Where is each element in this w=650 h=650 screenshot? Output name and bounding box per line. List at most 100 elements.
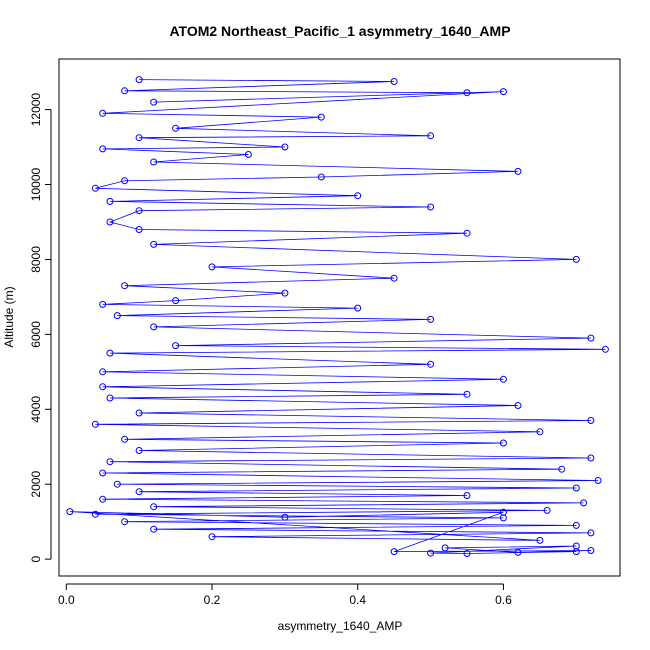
data-point: [587, 417, 595, 424]
data-point: [572, 548, 580, 556]
data-point: [99, 109, 107, 117]
data-point: [601, 345, 609, 353]
data-point: [514, 167, 522, 175]
data-point: [427, 360, 435, 368]
y-axis-label: Altitude (m): [2, 286, 16, 347]
x-tick-label: 0.2: [204, 593, 221, 607]
data-point: [150, 158, 158, 166]
plot-data: [66, 76, 609, 557]
data-point: [543, 506, 551, 514]
data-point: [150, 240, 158, 248]
data-point: [587, 334, 595, 342]
data-point: [121, 177, 129, 185]
data-point: [91, 420, 99, 428]
data-point: [514, 402, 522, 409]
data-point: [317, 173, 325, 181]
data-point: [558, 465, 566, 473]
data-point: [99, 469, 107, 477]
data-point: [281, 289, 289, 297]
data-point: [427, 549, 435, 557]
data-point: [390, 274, 398, 282]
data-point: [135, 207, 143, 215]
data-point: [514, 548, 522, 556]
x-tick-label: 0.6: [495, 593, 512, 607]
data-point: [536, 428, 544, 436]
data-point: [135, 226, 143, 233]
data-point: [99, 368, 107, 376]
data-point: [135, 76, 143, 84]
data-point: [99, 495, 107, 503]
data-point: [106, 218, 114, 226]
data-point: [121, 282, 129, 290]
data-point: [91, 184, 99, 192]
data-point: [208, 533, 216, 541]
data-point: [91, 510, 99, 518]
data-point: [499, 375, 507, 383]
data-point: [106, 458, 114, 466]
data-point: [463, 492, 471, 499]
data-point: [113, 312, 121, 320]
data-point: [150, 323, 158, 331]
chart-title: ATOM2 Northeast_Pacific_1 asymmetry_1640…: [169, 23, 510, 39]
data-point: [463, 229, 471, 237]
data-point: [150, 503, 158, 511]
data-point: [66, 508, 74, 516]
data-point: [427, 203, 435, 211]
y-tick-label: 6000: [29, 321, 43, 348]
data-point: [121, 518, 129, 526]
data-point: [99, 145, 107, 153]
data-point: [281, 143, 289, 151]
x-axis: 0.0 0.2 0.4 0.6: [58, 583, 512, 607]
y-tick-label: 10000: [29, 167, 43, 201]
data-point: [172, 342, 180, 350]
data-point: [463, 390, 471, 398]
data-point: [580, 499, 588, 507]
x-tick-label: 0.0: [58, 593, 75, 607]
data-point: [499, 508, 507, 516]
data-point: [441, 544, 449, 552]
data-point: [463, 550, 471, 557]
y-tick-label: 12000: [29, 93, 43, 127]
data-point: [121, 87, 129, 95]
data-point: [317, 113, 325, 121]
data-point: [499, 439, 507, 447]
data-point: [244, 151, 252, 158]
data-point: [135, 409, 143, 417]
data-point: [499, 88, 507, 96]
data-point: [536, 536, 544, 544]
data-point: [106, 394, 114, 402]
data-point: [390, 548, 398, 556]
data-point: [281, 513, 289, 521]
y-tick-label: 2000: [29, 471, 43, 498]
data-point: [106, 349, 114, 357]
data-point: [113, 480, 121, 488]
data-point: [135, 447, 143, 454]
y-tick-label: 8000: [29, 246, 43, 273]
data-point: [572, 255, 580, 263]
data-point: [354, 304, 362, 312]
data-point: [390, 78, 398, 85]
x-axis-label: asymmetry_1640_AMP: [278, 619, 403, 633]
series-line: [69, 79, 606, 554]
data-point: [587, 529, 595, 537]
data-point: [135, 134, 143, 142]
data-point: [121, 435, 129, 443]
data-point: [354, 192, 362, 200]
y-axis: 0 2000 4000 6000 8000 10000 12000: [29, 93, 52, 562]
data-point: [463, 89, 471, 97]
data-point: [572, 521, 580, 529]
data-point: [106, 197, 114, 205]
data-point: [427, 315, 435, 323]
data-point: [172, 124, 180, 132]
data-point: [135, 488, 143, 496]
data-point: [99, 383, 107, 391]
x-tick-label: 0.4: [349, 593, 366, 607]
plot-frame: [58, 58, 621, 577]
data-point: [572, 484, 580, 492]
y-tick-label: 4000: [29, 396, 43, 423]
data-point: [594, 477, 602, 484]
data-point: [99, 300, 107, 308]
data-point: [208, 263, 216, 271]
